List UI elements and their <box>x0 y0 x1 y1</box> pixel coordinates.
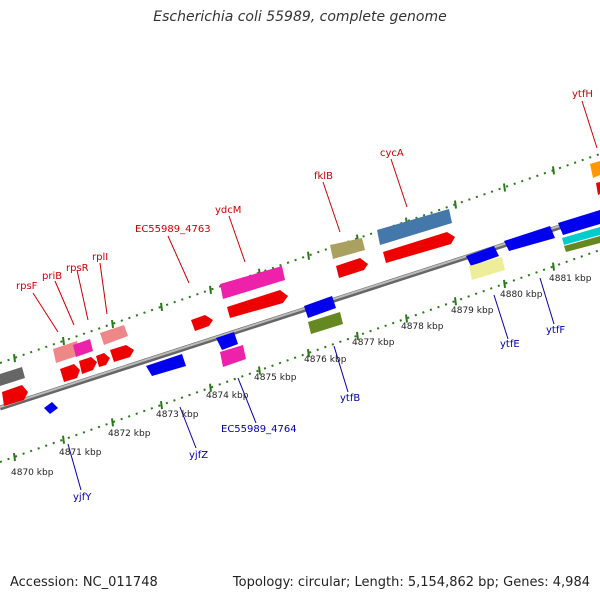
gene-feature[interactable] <box>330 238 365 259</box>
major-tick <box>13 452 16 462</box>
kbp-label: 4879 kbp <box>451 306 494 316</box>
gene-feature[interactable] <box>558 210 600 235</box>
major-tick <box>552 262 555 271</box>
gene-feature[interactable] <box>2 385 28 406</box>
gene-label-rpsF: rpsF <box>16 281 38 292</box>
kbp-label: 4872 kbp <box>108 429 151 439</box>
gene-feature[interactable] <box>216 332 238 350</box>
forward-leader-lines <box>32 100 598 333</box>
kbp-label: 4870 kbp <box>11 468 54 478</box>
major-tick <box>454 200 457 209</box>
gene-label-yjfZ: yjfZ <box>189 450 208 461</box>
gene-feature[interactable] <box>96 353 110 367</box>
major-tick <box>503 279 506 289</box>
gene-feature[interactable] <box>110 345 134 362</box>
gene-feature[interactable] <box>44 402 58 414</box>
gene-feature[interactable] <box>590 161 600 178</box>
major-tick <box>111 319 114 329</box>
gene-feature[interactable] <box>73 339 93 357</box>
major-tick <box>13 353 16 363</box>
major-tick <box>160 400 163 410</box>
gene-label-EC55989_4764: EC55989_4764 <box>221 424 297 435</box>
major-tick <box>209 383 212 392</box>
gene-label-ydcM: ydcM <box>215 205 241 216</box>
kbp-label: 4881 kbp <box>549 274 592 284</box>
gene-label-yjfY: yjfY <box>73 492 92 503</box>
inner-tick-track <box>0 249 600 463</box>
gene-feature[interactable] <box>227 290 288 318</box>
gene-feature[interactable] <box>377 209 452 245</box>
gene-label-ytfE: ytfE <box>500 339 520 350</box>
gene-label-rpsR: rpsR <box>66 263 89 274</box>
gene-label-rplI: rplI <box>92 252 108 263</box>
kbp-label: 4878 kbp <box>401 322 444 332</box>
kbp-label: 4880 kbp <box>500 290 543 300</box>
gene-label-EC55989_4763: EC55989_4763 <box>135 224 211 235</box>
major-tick <box>258 366 261 375</box>
gene-label-fklB: fklB <box>314 171 333 182</box>
kbp-label: 4871 kbp <box>59 448 102 458</box>
gene-label-ytfB: ytfB <box>340 393 360 404</box>
major-tick <box>307 251 310 260</box>
gene-feature[interactable] <box>469 257 505 280</box>
major-tick <box>454 297 457 306</box>
major-tick <box>503 183 506 192</box>
major-tick <box>356 331 359 340</box>
gene-feature[interactable] <box>564 236 600 252</box>
accession-text: Accession: NC_011748 <box>10 575 158 590</box>
forward-features <box>0 161 600 406</box>
gene-feature[interactable] <box>146 354 186 376</box>
kbp-label: 4873 kbp <box>156 410 199 420</box>
map-title: Escherichia coli 55989, complete genome <box>153 9 447 25</box>
gene-feature[interactable] <box>60 364 80 382</box>
genome-summary-text: Topology: circular; Length: 5,154,862 bp… <box>232 575 590 590</box>
gene-feature[interactable] <box>383 232 455 263</box>
gene-label-cycA: cycA <box>380 148 404 159</box>
major-tick <box>62 336 65 346</box>
major-tick <box>307 349 310 358</box>
kbp-label: 4874 kbp <box>206 391 249 401</box>
gene-feature[interactable] <box>304 296 336 318</box>
major-tick <box>160 302 163 312</box>
kbp-label: 4877 kbp <box>352 338 395 348</box>
major-tick <box>62 435 65 444</box>
gene-label-priB: priB <box>42 271 62 282</box>
gene-feature[interactable] <box>562 227 600 245</box>
gene-feature[interactable] <box>100 325 128 345</box>
gene-label-ytfH: ytfH <box>572 89 593 100</box>
kbp-label: 4876 kbp <box>304 355 347 365</box>
gene-feature[interactable] <box>220 266 285 299</box>
major-tick <box>405 314 408 323</box>
gene-feature[interactable] <box>596 182 600 195</box>
major-tick <box>111 418 114 427</box>
gene-feature[interactable] <box>220 345 246 367</box>
gene-label-ytfF: ytfF <box>546 325 565 336</box>
major-tick <box>552 166 555 175</box>
gene-feature[interactable] <box>191 315 213 331</box>
genome-backbone-highlight <box>0 212 600 408</box>
gene-feature[interactable] <box>504 226 555 251</box>
kbp-label: 4875 kbp <box>254 373 297 383</box>
gene-feature[interactable] <box>79 357 97 374</box>
outer-tick-track <box>0 153 600 364</box>
gene-feature[interactable] <box>308 312 343 334</box>
gene-feature[interactable] <box>466 246 499 266</box>
reverse-leader-lines <box>67 277 555 491</box>
gene-feature[interactable] <box>53 341 80 363</box>
major-tick <box>209 285 212 294</box>
gene-feature[interactable] <box>336 258 368 278</box>
gene-feature[interactable] <box>0 367 25 386</box>
reverse-features <box>44 210 600 414</box>
